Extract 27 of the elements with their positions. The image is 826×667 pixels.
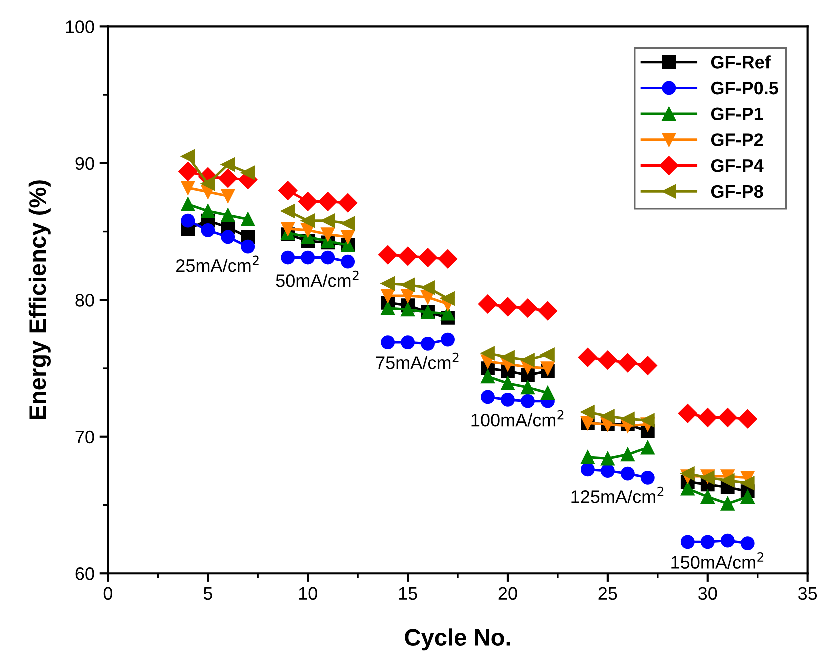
x-tick-label: 10 bbox=[299, 587, 318, 600]
legend-label: GF-P8 bbox=[711, 185, 764, 198]
y-tick-label: 90 bbox=[76, 157, 94, 170]
legend-label: GF-P2 bbox=[711, 134, 764, 146]
x-tick-label: 5 bbox=[204, 587, 212, 600]
legend-label: GF-P1 bbox=[711, 108, 764, 121]
x-tick-label: 0 bbox=[104, 587, 113, 600]
annotation: 50mA/cm$^{2}$ bbox=[276, 270, 359, 288]
y-tick-label: 70 bbox=[76, 430, 94, 444]
legend-label: GF-P0.5 bbox=[711, 82, 778, 95]
y-tick-label: 100 bbox=[66, 20, 94, 34]
x-tick-label: 35 bbox=[798, 587, 818, 600]
annotation: 75mA/cm$^{2}$ bbox=[376, 352, 459, 370]
y-tick-label: 60 bbox=[76, 568, 94, 580]
y-axis-title: Energy Efficiency (%) bbox=[28, 180, 51, 420]
annotation: 25mA/cm$^{2}$ bbox=[176, 256, 259, 272]
x-tick-label: 20 bbox=[498, 587, 518, 600]
x-tick-label: 15 bbox=[399, 587, 418, 600]
annotation: 150mA/cm$^{2}$ bbox=[672, 552, 764, 569]
legend-label: GF-P4 bbox=[711, 159, 764, 172]
annotation: 100mA/cm$^{2}$ bbox=[472, 410, 564, 427]
x-tick-label: 30 bbox=[698, 587, 718, 600]
annotation: 125mA/cm$^{2}$ bbox=[572, 486, 664, 504]
legend-label: GF-Ref bbox=[711, 56, 771, 69]
x-tick-label: 25 bbox=[598, 587, 618, 600]
y-tick-label: 80 bbox=[76, 294, 94, 307]
x-axis-title: Cycle No. bbox=[405, 628, 510, 651]
